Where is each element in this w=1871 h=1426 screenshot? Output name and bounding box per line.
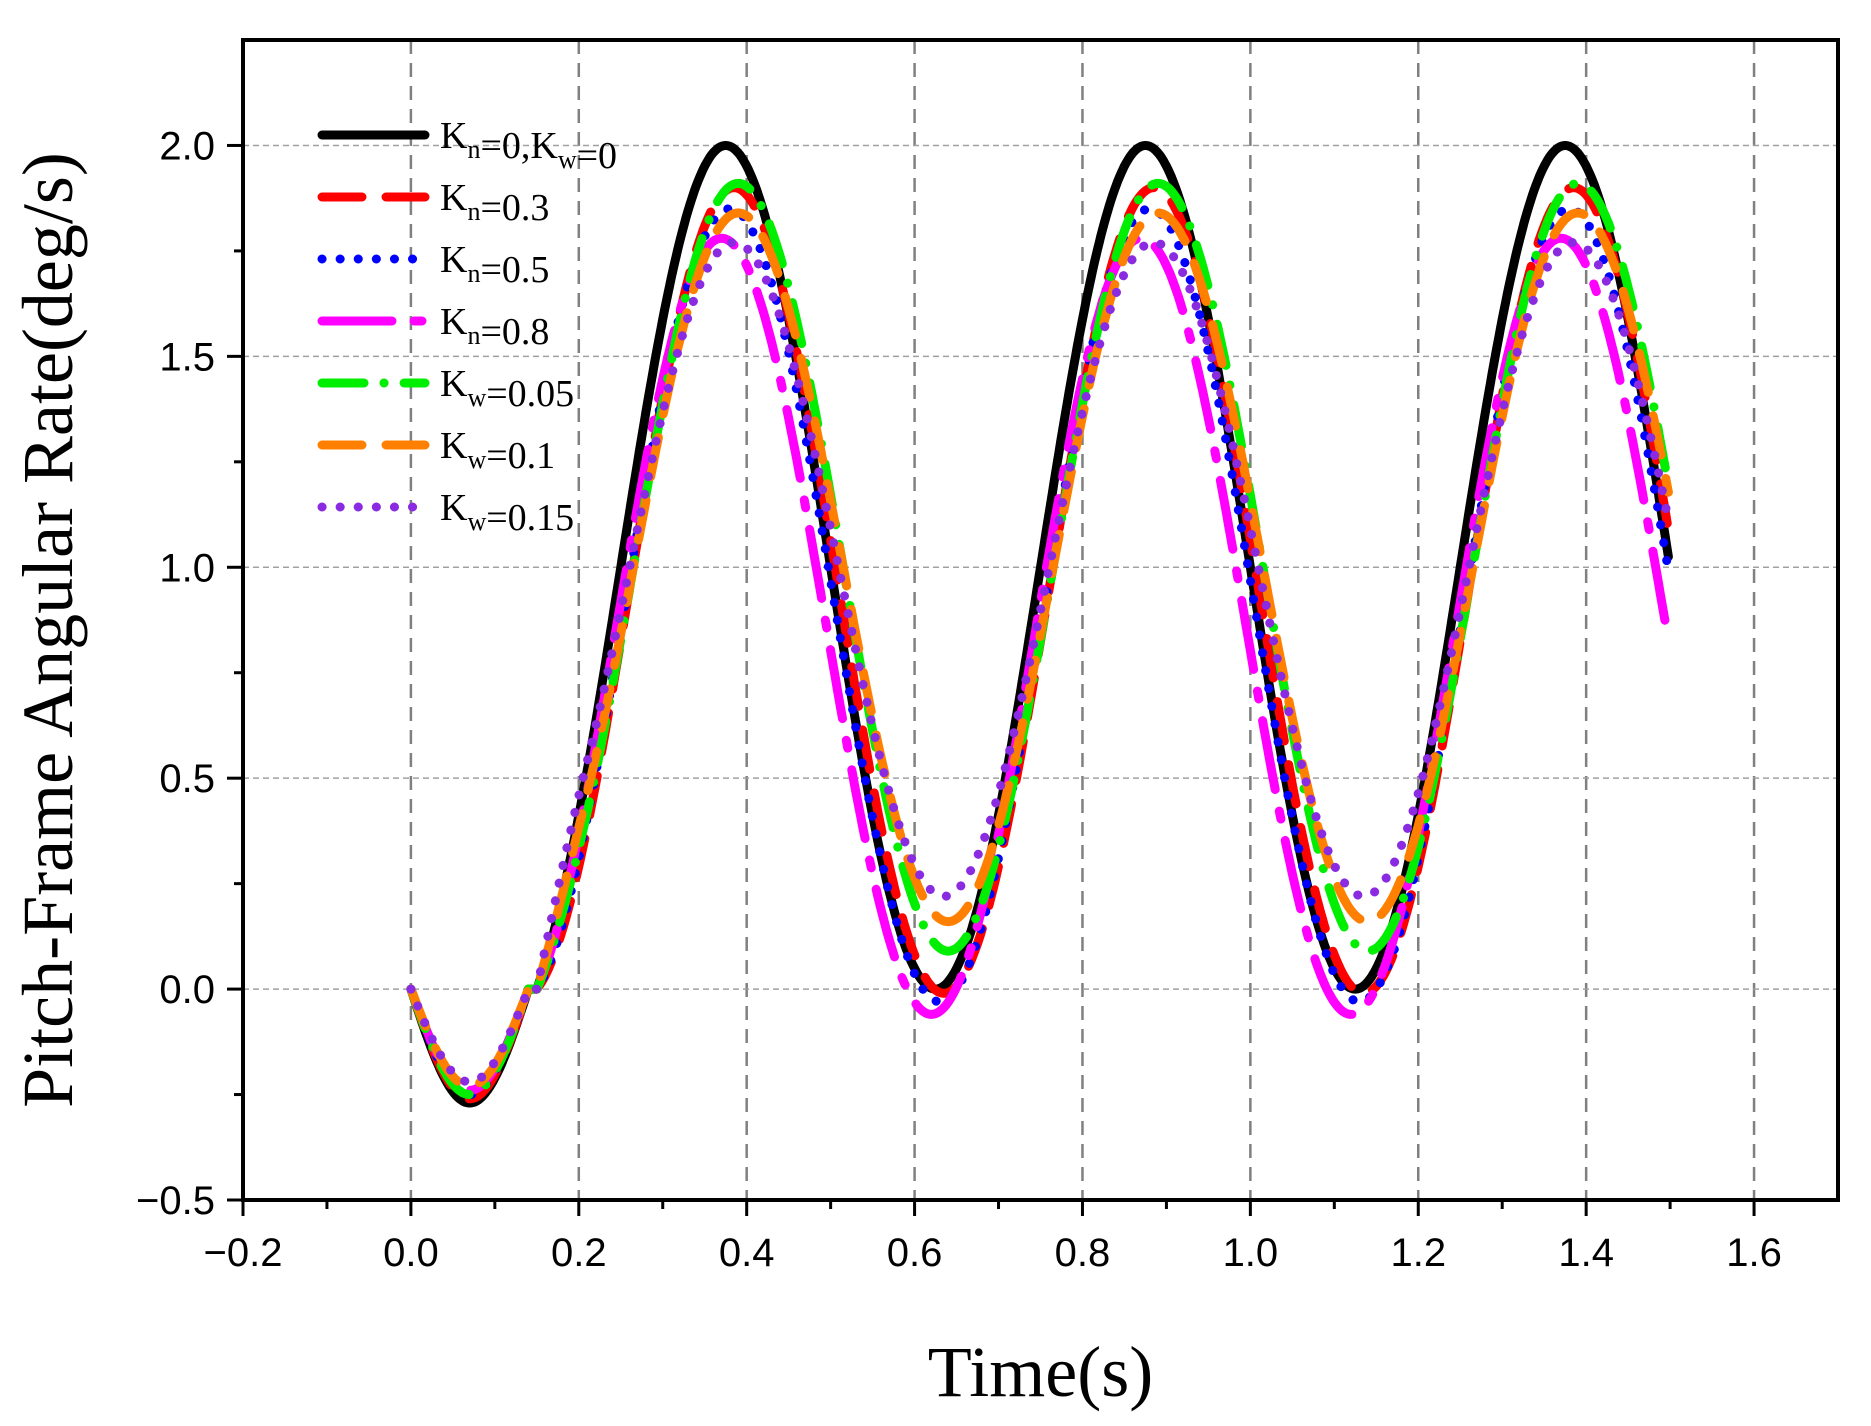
y-tick-label: −0.5 bbox=[136, 1179, 215, 1223]
y-tick-label: 0.5 bbox=[159, 757, 215, 801]
series-line-6 bbox=[406, 208, 1673, 1091]
x-tick-label: 0.8 bbox=[1055, 1231, 1111, 1275]
x-tick-label: 0.0 bbox=[383, 1231, 439, 1275]
series-line-7 bbox=[406, 238, 1673, 1087]
legend-label: Kw=0.15 bbox=[440, 487, 574, 539]
y-axis-title: Pitch-Frame Angular Rate(deg/s) bbox=[8, 152, 88, 1108]
legend-label: Kn=0.3 bbox=[440, 177, 549, 229]
legend-label: Kw=0.1 bbox=[440, 425, 555, 477]
y-tick-label: 0.0 bbox=[159, 968, 215, 1012]
y-tick-label: 2.0 bbox=[159, 124, 215, 168]
x-tick-label: 1.6 bbox=[1726, 1231, 1782, 1275]
gridlines bbox=[243, 40, 1838, 1200]
legend-label: Kw=0.05 bbox=[440, 363, 574, 415]
legend-label: Kn=0.8 bbox=[440, 301, 549, 353]
legend-label: Kn=0.5 bbox=[440, 239, 549, 291]
legend: Kn=0,Kw=0Kn=0.3 Kn=0.5 Kn=0.8 Kw=0.05 Kw=0.1… bbox=[317, 115, 617, 539]
series-group bbox=[406, 141, 1673, 1108]
x-tick-label: −0.2 bbox=[204, 1231, 283, 1275]
x-tick-label: 1.0 bbox=[1223, 1231, 1279, 1275]
x-tick-label: 0.4 bbox=[719, 1231, 775, 1275]
plot-frame bbox=[241, 38, 1840, 1202]
x-tick-label: 0.2 bbox=[551, 1231, 607, 1275]
legend-label: Kn=0,Kw=0 bbox=[440, 115, 617, 177]
axis-ticks: −0.2 0.0 0.2 0.4 0.6 0.8 1.0 1.2 1.4 1.6 −0.5 0.0 0.… bbox=[136, 124, 1782, 1275]
y-tick-label: 1.0 bbox=[159, 546, 215, 590]
x-tick-label: 1.2 bbox=[1390, 1231, 1446, 1275]
x-axis-title: Time(s) bbox=[928, 1332, 1153, 1412]
x-tick-label: 0.6 bbox=[887, 1231, 943, 1275]
x-tick-label: 1.4 bbox=[1558, 1231, 1614, 1275]
series-line-1 bbox=[406, 141, 1673, 1108]
y-tick-label: 1.5 bbox=[159, 335, 215, 379]
